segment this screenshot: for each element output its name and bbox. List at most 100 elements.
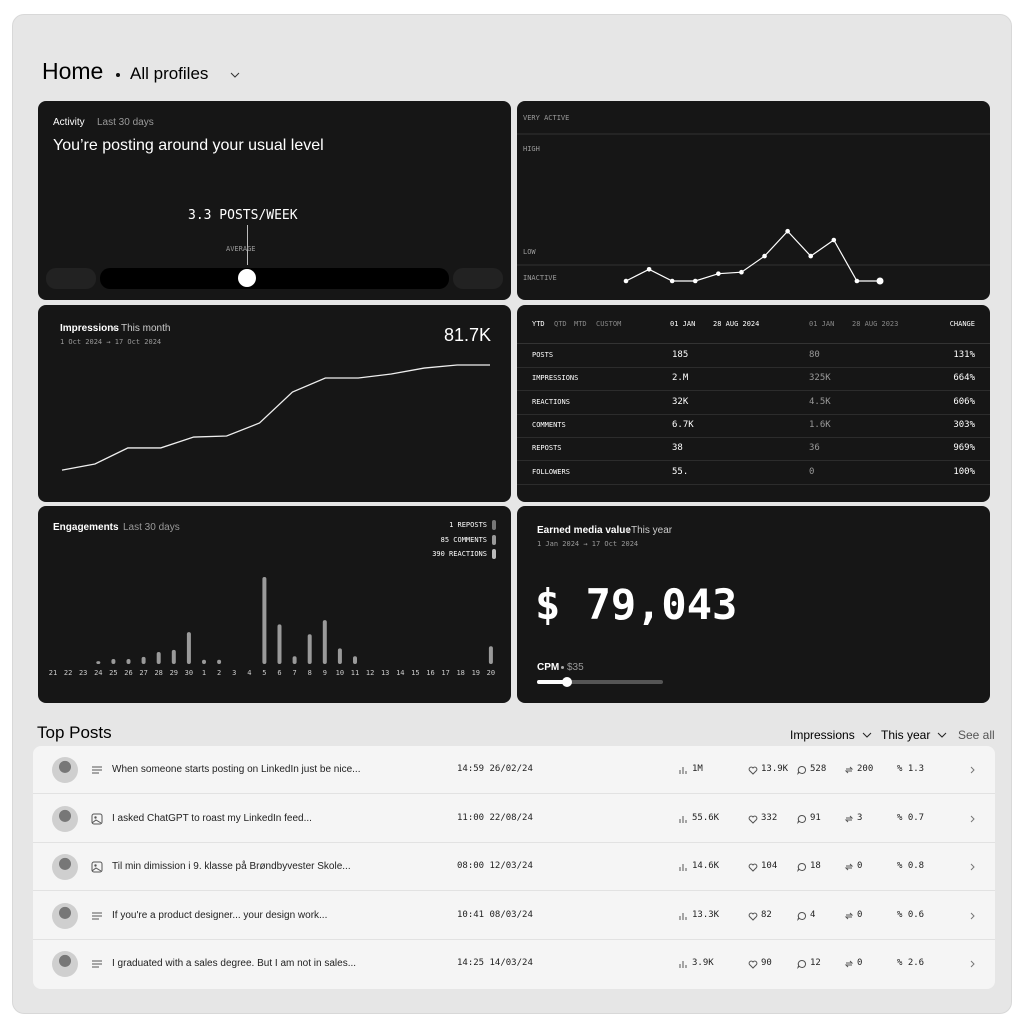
cell: 664%	[953, 373, 975, 384]
legend-entry: 390 REACTIONS	[432, 550, 487, 558]
level-point	[646, 266, 652, 272]
sort-select[interactable]: Impressions	[790, 728, 855, 742]
reposts: 0	[857, 958, 863, 969]
level-point	[739, 269, 744, 275]
tab[interactable]: MTD	[574, 320, 587, 328]
track	[100, 268, 449, 289]
x-tick-label: 7	[292, 669, 296, 677]
period[interactable]: This year	[631, 525, 673, 536]
column-header: CHANGE	[949, 320, 975, 328]
avatar	[52, 757, 78, 783]
slider-knob[interactable]	[562, 677, 572, 687]
page-title: Home	[42, 58, 104, 84]
bar	[202, 659, 206, 664]
x-tick-label: 30	[185, 669, 193, 677]
chevron	[230, 72, 240, 78]
cell: 6.7K	[672, 419, 694, 430]
posts-table: When someone starts posting on LinkedIn …	[33, 746, 995, 989]
x-tick-label: 4	[247, 669, 251, 677]
range: 1 Jan 2024 → 17 Oct 2024	[537, 540, 639, 548]
period[interactable]: This month	[121, 323, 171, 334]
cell: 1.6K	[809, 419, 831, 430]
post-row[interactable]: Til min dimission i 9. klasse på Brøndby…	[33, 843, 995, 892]
comments: 91	[810, 812, 821, 823]
see-all[interactable]: See all	[958, 728, 995, 742]
x-tick-label: 24	[94, 669, 102, 677]
slider-fill	[537, 680, 567, 684]
cpm: $35	[567, 662, 584, 673]
tab[interactable]: YTD	[532, 320, 545, 328]
impressions: 1M	[692, 764, 703, 774]
post-row[interactable]: I asked ChatGPT to roast my LinkedIn fee…	[33, 795, 995, 843]
level-label: VERY ACTIVE	[523, 114, 570, 122]
comments-icon	[797, 911, 806, 921]
impressions-chart	[61, 364, 490, 471]
amount: $ 79,043	[535, 580, 738, 629]
tab[interactable]: CUSTOM	[596, 320, 622, 328]
impressions: 14.6K	[692, 861, 720, 872]
track-end	[46, 268, 96, 289]
x-tick-label: 5	[262, 669, 266, 677]
profile-select[interactable]: All profiles	[130, 64, 209, 83]
cell: COMMENTS	[532, 420, 566, 429]
level-label: HIGH	[523, 145, 540, 153]
row-chevron	[970, 912, 975, 920]
tab[interactable]: QTD	[554, 320, 567, 328]
label: Activity	[53, 117, 85, 128]
x-tick-label: 16	[426, 669, 434, 677]
likes: 82	[761, 909, 772, 920]
bar	[488, 646, 493, 664]
post-time: 08:00 12/03/24	[457, 861, 533, 872]
comments: 4	[810, 909, 816, 920]
cell: 606%	[953, 396, 975, 407]
post-type-icon	[91, 813, 103, 825]
engagement-rate: % 0.8	[897, 861, 925, 872]
comments: 528	[810, 764, 827, 774]
separator	[116, 73, 120, 77]
range: 1 Oct 2024 → 17 Oct 2024	[60, 338, 162, 346]
x-tick-label: 8	[308, 669, 312, 677]
post-text: Til min dimission i 9. klasse på Brøndby…	[112, 861, 351, 873]
post-row[interactable]: I graduated with a sales degree. But I a…	[33, 940, 995, 988]
reposts: 0	[857, 909, 863, 920]
impressions-icon	[679, 864, 687, 872]
column-header: 28 AUG 2023	[852, 320, 899, 328]
engagements-chart: 21 22 23 24 25 26 27 28 29 30 1 2 3 4 5 6 7 8 9 10 11 12 13 14 1…	[49, 576, 495, 677]
label: Earned media value	[537, 525, 631, 536]
x-tick-label: 11	[351, 669, 359, 677]
x-tick-label: 10	[336, 669, 344, 677]
cell: 325K	[809, 373, 831, 384]
cell: 303%	[953, 419, 975, 430]
likes-icon	[748, 766, 758, 775]
separator	[626, 529, 629, 532]
chevron	[937, 732, 947, 738]
period-select[interactable]: This year	[881, 728, 931, 742]
level-point	[716, 271, 721, 276]
likes: 332	[761, 812, 778, 823]
headline: You’re posting around your usual level	[53, 137, 324, 154]
likes-icon	[748, 863, 758, 872]
bar	[353, 656, 357, 664]
comments-icon	[797, 960, 806, 970]
x-tick-label: 13	[381, 669, 389, 677]
cell: 131%	[953, 350, 975, 360]
impressions: 13.3K	[692, 909, 720, 920]
cell: 2.M	[672, 373, 689, 384]
level-point	[669, 278, 675, 284]
post-row[interactable]: When someone starts posting on LinkedIn …	[33, 746, 995, 794]
comments-icon	[797, 863, 806, 873]
impressions-icon	[679, 912, 687, 920]
cell: 4.5K	[809, 396, 831, 407]
post-row[interactable]: If you're a product designer... your des…	[33, 892, 995, 940]
impressions-line	[61, 364, 490, 471]
x-tick-label: 17	[441, 669, 449, 677]
period: Last 30 days	[123, 522, 180, 533]
engagement-rate: % 0.6	[897, 909, 925, 920]
x-tick-label: 14	[396, 669, 404, 677]
bar	[111, 659, 116, 664]
post-type-icon	[92, 960, 102, 968]
divider	[517, 413, 990, 415]
post-text: If you're a product designer... your des…	[112, 909, 328, 921]
x-tick-label: 29	[170, 669, 178, 677]
row-chevron	[970, 766, 975, 774]
